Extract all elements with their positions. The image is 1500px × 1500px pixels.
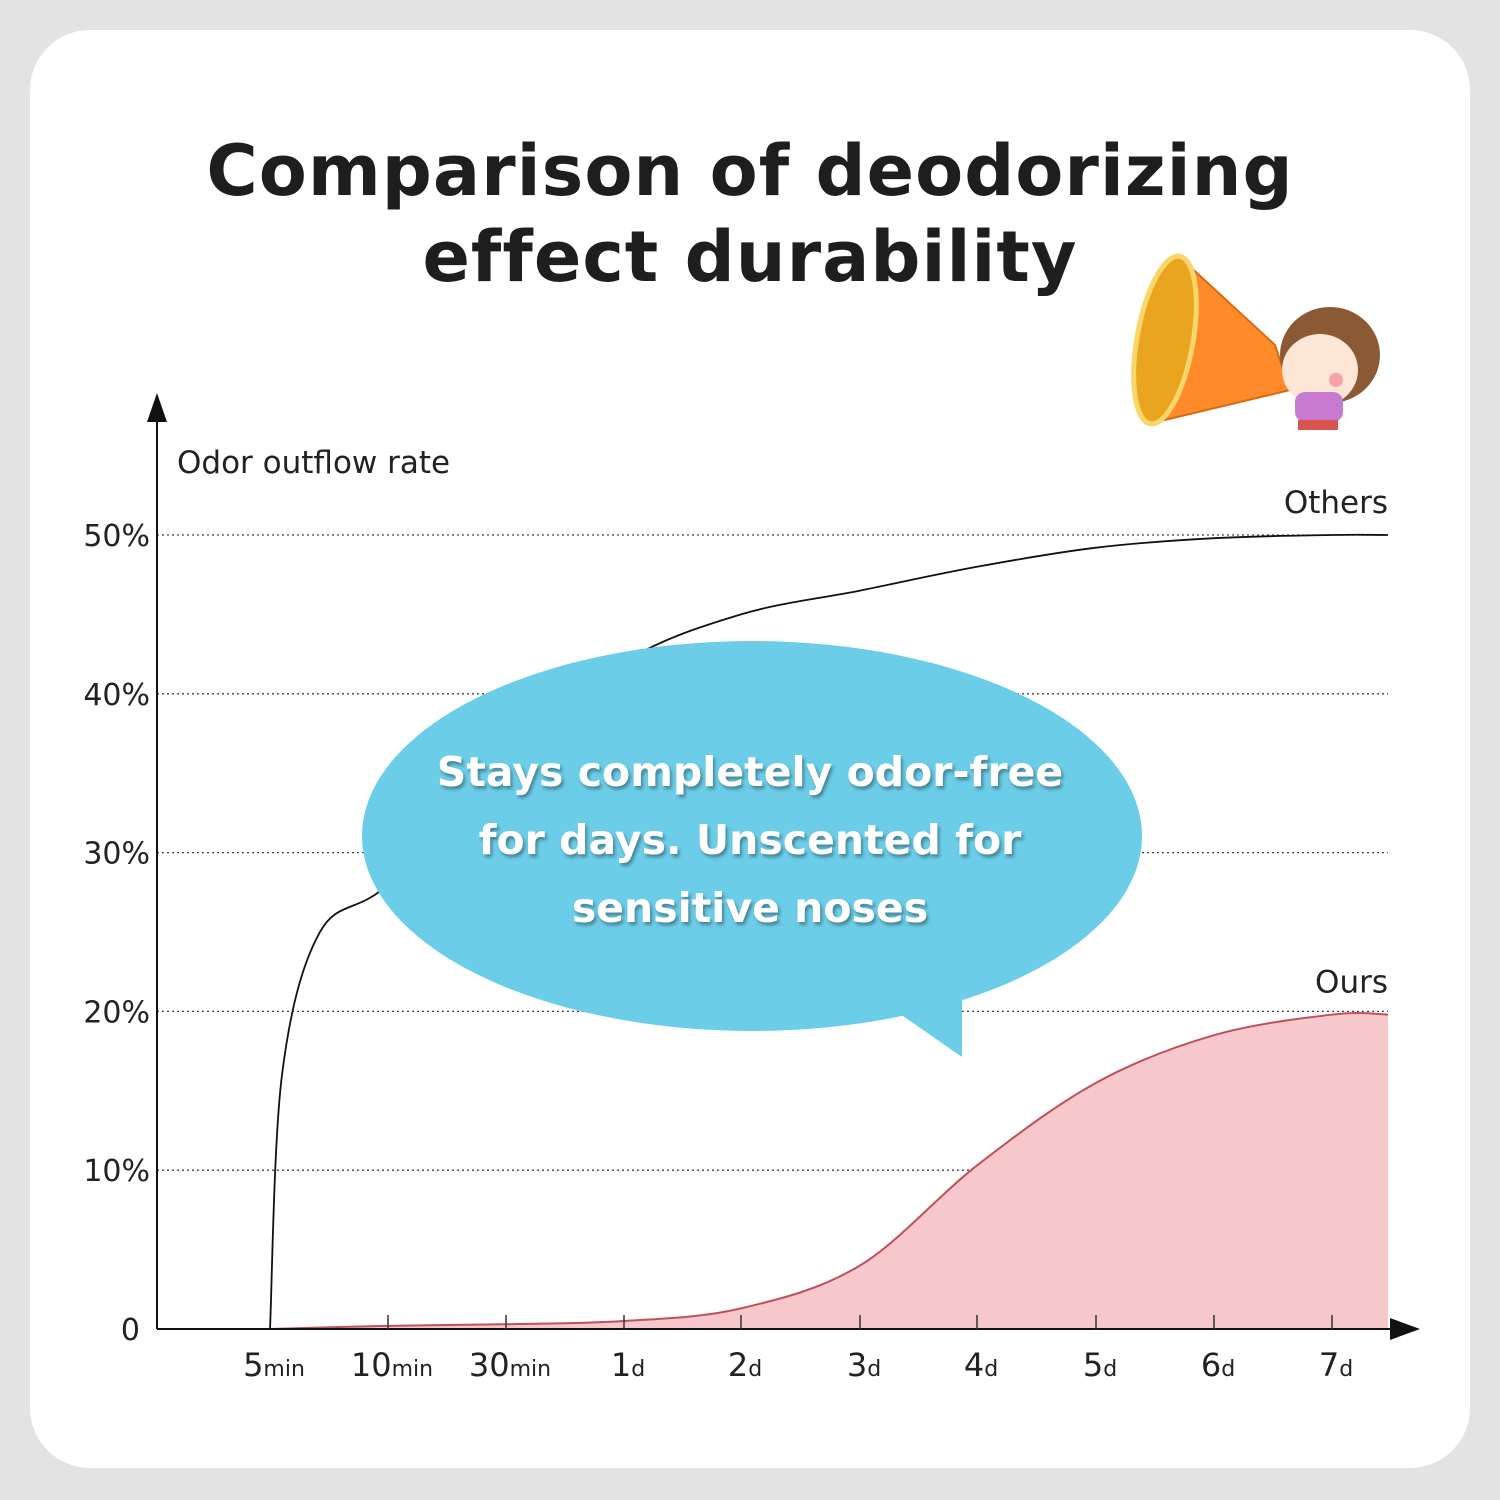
x-tick-unit: d <box>1221 1357 1235 1382</box>
x-tick-number: 3 <box>847 1346 867 1384</box>
y-tick-label: 30% <box>83 837 150 872</box>
x-tick-number: 1 <box>611 1346 631 1384</box>
x-tick-label: 1d <box>611 1346 645 1384</box>
girl-skirt <box>1298 420 1338 430</box>
girl-face <box>1282 334 1358 406</box>
x-tick-number: 2 <box>728 1346 748 1384</box>
series-label: Ours <box>1315 965 1388 1001</box>
y-tick-label: 50% <box>83 519 150 554</box>
y-tick-label: 40% <box>83 678 150 713</box>
megaphone-bell <box>1131 253 1199 427</box>
girl-cheek <box>1329 373 1343 387</box>
x-tick-unit: d <box>1339 1357 1353 1382</box>
x-tick-unit: d <box>867 1357 881 1382</box>
x-tick-label: 5min <box>243 1346 305 1384</box>
x-tick-unit: d <box>631 1357 645 1382</box>
x-tick-unit: d <box>984 1357 998 1382</box>
series-label: Others <box>1284 485 1388 521</box>
chart-title: Comparison of deodorizing effect durabil… <box>0 128 1500 300</box>
y-axis-arrow <box>147 393 167 422</box>
series-line-others <box>269 533 1389 1330</box>
x-tick-number: 4 <box>964 1346 984 1384</box>
series-line-ours <box>269 1012 1389 1330</box>
x-tick-number: 30 <box>469 1346 510 1384</box>
callout-text: Stays completely odor-free for days. Uns… <box>436 748 1064 932</box>
girl-body <box>1295 392 1343 422</box>
x-tick-unit: min <box>392 1357 434 1382</box>
x-tick-label: 3d <box>847 1346 881 1384</box>
y-axis-label: Odor outflow rate <box>177 445 450 481</box>
x-tick-number: 5 <box>1083 1346 1103 1384</box>
megaphone-girl-illustration <box>1131 253 1380 430</box>
x-tick-unit: d <box>1103 1357 1117 1382</box>
x-tick-label: 5d <box>1083 1346 1117 1384</box>
x-tick-number: 10 <box>351 1346 392 1384</box>
title-line-1: Comparison of deodorizing <box>206 130 1294 212</box>
title-line-2: effect durability <box>422 216 1078 298</box>
x-tick-label: 6d <box>1201 1346 1235 1384</box>
x-tick-label: 2d <box>728 1346 762 1384</box>
speech-bubble <box>362 641 1142 1031</box>
x-tick-number: 7 <box>1319 1346 1339 1384</box>
x-tick-number: 6 <box>1201 1346 1221 1384</box>
x-tick-label: 7d <box>1319 1346 1353 1384</box>
y-tick-label: 10% <box>83 1154 150 1189</box>
y-tick-label: 0 <box>121 1313 140 1348</box>
x-tick-unit: d <box>748 1357 762 1382</box>
series-area-ours <box>270 1013 1388 1329</box>
x-tick-label: 4d <box>964 1346 998 1384</box>
x-tick-number: 5 <box>243 1346 263 1384</box>
x-axis-arrow <box>1390 1318 1420 1340</box>
x-tick-unit: min <box>263 1357 305 1382</box>
x-tick-unit: min <box>510 1357 552 1382</box>
x-tick-label: 10min <box>351 1346 433 1384</box>
x-tick-label: 30min <box>469 1346 551 1384</box>
y-tick-label: 20% <box>83 995 150 1030</box>
